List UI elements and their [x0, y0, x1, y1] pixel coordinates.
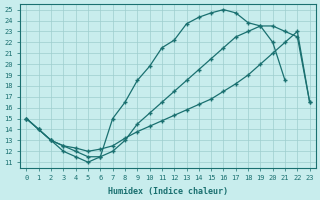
X-axis label: Humidex (Indice chaleur): Humidex (Indice chaleur) [108, 187, 228, 196]
